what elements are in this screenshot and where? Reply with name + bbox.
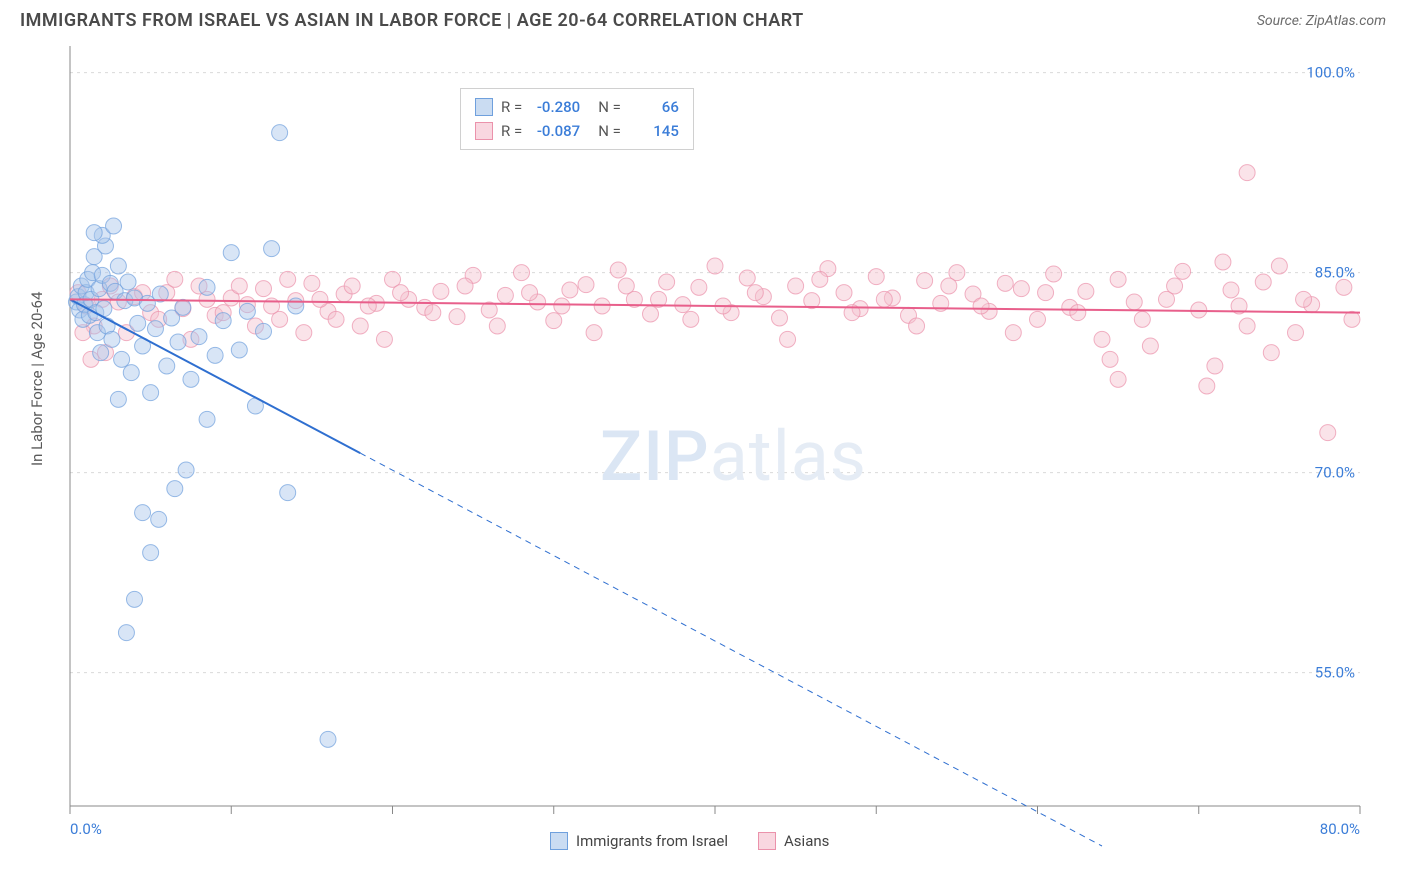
y-axis-label: In Labor Force | Age 20-64	[28, 292, 46, 466]
svg-text:100.0%: 100.0%	[1306, 64, 1355, 82]
series-swatch-0	[475, 98, 493, 116]
legend-label-0: Immigrants from Israel	[576, 832, 728, 850]
legend-label-1: Asians	[784, 832, 829, 850]
chart-container: In Labor Force | Age 20-64 ZIPatlas 55.0…	[20, 36, 1386, 856]
svg-text:85.0%: 85.0%	[1315, 264, 1355, 282]
source-attribution: Source: ZipAtlas.com	[1257, 13, 1386, 29]
n-label: N =	[598, 95, 621, 119]
legend-swatch-0	[550, 832, 568, 850]
legend-item-0: Immigrants from Israel	[550, 832, 728, 850]
r-value-1: -0.087	[530, 119, 580, 143]
r-value-0: -0.280	[530, 95, 580, 119]
legend-swatch-1	[758, 832, 776, 850]
n-value-0: 66	[629, 95, 679, 119]
svg-text:80.0%: 80.0%	[1320, 820, 1360, 838]
header: IMMIGRANTS FROM ISRAEL VS ASIAN IN LABOR…	[0, 0, 1406, 36]
svg-text:55.0%: 55.0%	[1315, 664, 1355, 682]
n-value-1: 145	[629, 119, 679, 143]
n-label: N =	[598, 119, 621, 143]
legend: Immigrants from Israel Asians	[550, 832, 829, 850]
r-label: R =	[501, 95, 522, 119]
chart-title: IMMIGRANTS FROM ISRAEL VS ASIAN IN LABOR…	[20, 10, 804, 31]
series-swatch-1	[475, 122, 493, 140]
stats-row-series-1: R = -0.087 N = 145	[475, 119, 679, 143]
r-label: R =	[501, 119, 522, 143]
svg-text:0.0%: 0.0%	[70, 820, 102, 838]
legend-item-1: Asians	[758, 832, 829, 850]
svg-text:70.0%: 70.0%	[1315, 464, 1355, 482]
scatter-chart: 55.0% 70.0% 85.0% 100.0% 0.0% 80.0%	[20, 36, 1386, 856]
correlation-stats-box: R = -0.280 N = 66 R = -0.087 N = 145	[460, 88, 694, 150]
stats-row-series-0: R = -0.280 N = 66	[475, 95, 679, 119]
